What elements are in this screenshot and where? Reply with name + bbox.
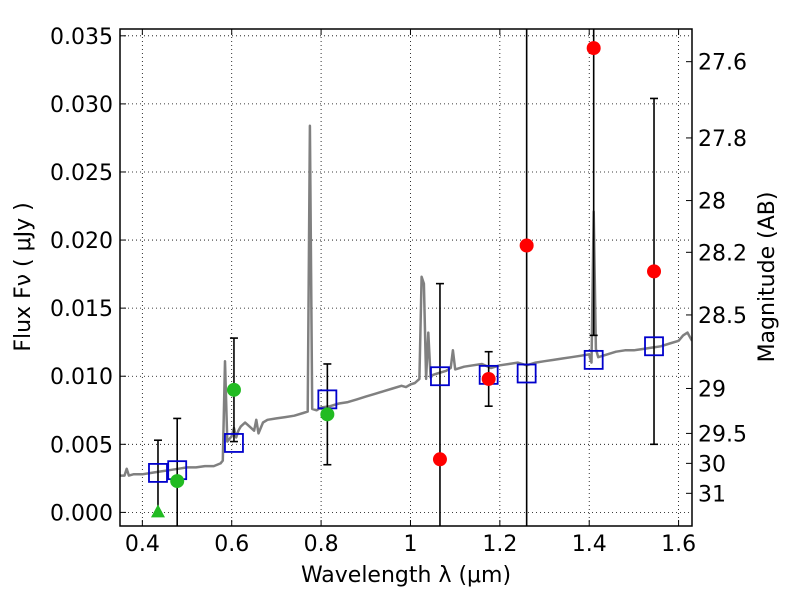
x-axis-label: Wavelength λ (μm) — [301, 563, 511, 588]
axis-tick-labels: 0.4 0.6 0.8 1 1.2 1.4 1.6 0.000 0.005 0.010 0.015 0… — [50, 25, 747, 557]
x-tick-label: 1.2 — [482, 532, 517, 557]
model-photometry-square — [148, 462, 168, 483]
detections-red-point — [647, 264, 662, 279]
model-photometry-square — [644, 336, 664, 357]
y-tick-label: 0.005 — [50, 433, 113, 458]
y-tick-label: 0.035 — [50, 25, 113, 50]
y2-axis-label: Magnitude (AB) — [755, 192, 780, 363]
y2-tick-label: 28.5 — [698, 304, 747, 329]
plot-frame — [119, 28, 693, 527]
y-tick-label: 0.030 — [50, 93, 113, 118]
x-tick-label: 0.6 — [214, 532, 249, 557]
y2-tick-label: 30 — [698, 452, 726, 477]
y2-tick-label: 28 — [698, 190, 726, 215]
y-axis-label: Flux Fν ( μJy ) — [11, 202, 36, 351]
y-tick-label: 0.025 — [50, 161, 113, 186]
plot-area — [120, 29, 692, 526]
y2-tick-label: 29 — [698, 377, 726, 402]
detections-green-point — [226, 382, 241, 397]
y-tick-label: 0.015 — [50, 297, 113, 322]
detections-red-point — [519, 238, 534, 253]
y2-tick-label: 29.5 — [698, 422, 747, 447]
y-tick-label: 0.010 — [50, 365, 113, 390]
model-photometry-square — [516, 363, 537, 384]
detections-red-point — [481, 371, 496, 386]
x-tick-label: 1.6 — [661, 532, 696, 557]
y-tick-label: 0.020 — [50, 229, 113, 254]
detections-green-point — [170, 474, 185, 489]
detections-red-point — [586, 41, 601, 56]
model-photometry-square — [224, 433, 244, 453]
x-tick-label: 0.8 — [304, 532, 339, 557]
model-photometry-square — [430, 366, 450, 387]
x-tick-label: 1 — [403, 532, 417, 557]
detections-green-point — [320, 407, 335, 422]
y2-tick-label: 31 — [698, 482, 726, 507]
model-photometry-square — [583, 349, 604, 370]
x-tick-label: 1.4 — [572, 532, 607, 557]
y-tick-label: 0.000 — [50, 501, 113, 526]
y2-tick-label: 27.6 — [698, 51, 747, 76]
detections-red-point — [432, 452, 447, 467]
x-tick-label: 0.4 — [125, 532, 160, 557]
upper-limit-triangle — [150, 504, 165, 518]
axis-ticks — [120, 29, 692, 526]
model-spectrum-line — [120, 124, 692, 477]
y2-tick-label: 28.2 — [698, 241, 747, 266]
grid — [120, 29, 692, 526]
y2-tick-label: 27.8 — [698, 127, 747, 152]
